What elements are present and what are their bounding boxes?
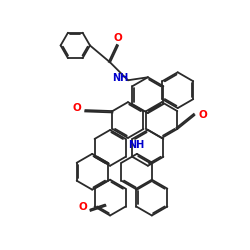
Text: NH: NH bbox=[128, 140, 144, 150]
Text: O: O bbox=[72, 102, 81, 113]
Text: NH: NH bbox=[112, 73, 129, 83]
Text: O: O bbox=[199, 110, 208, 120]
Text: O: O bbox=[78, 202, 87, 212]
Text: O: O bbox=[114, 33, 122, 43]
